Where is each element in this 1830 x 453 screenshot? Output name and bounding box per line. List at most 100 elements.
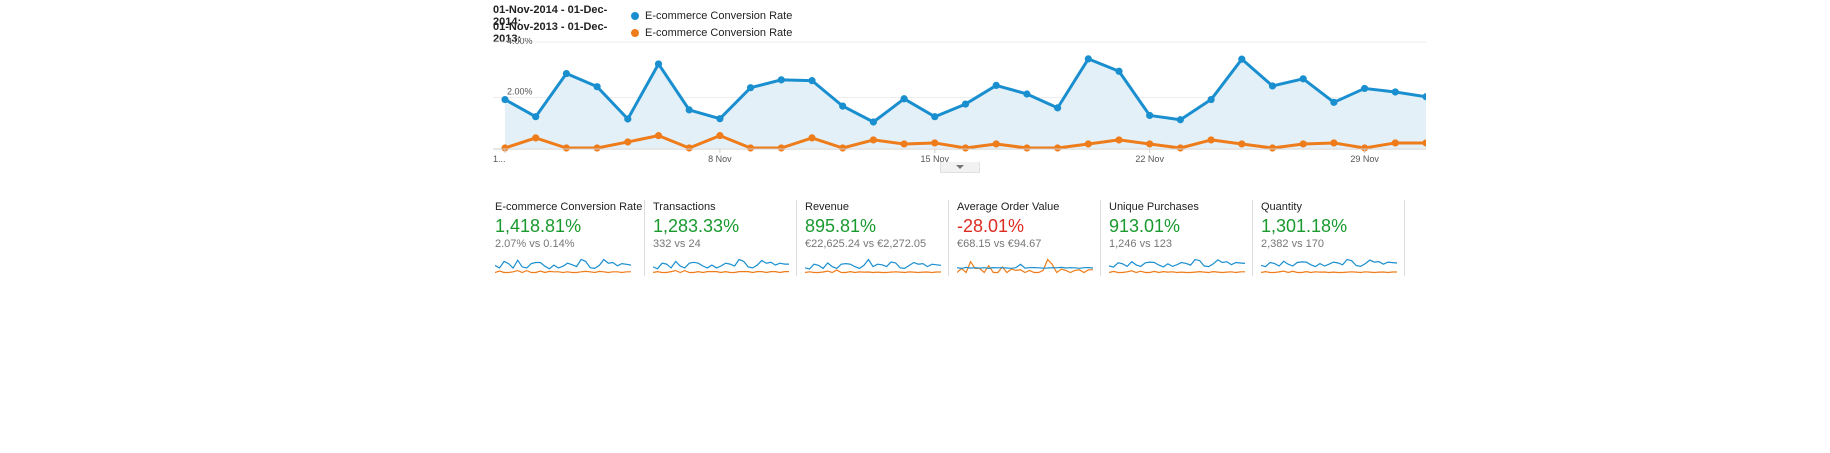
sparkline-previous [957, 258, 1093, 274]
data-point [1084, 55, 1092, 63]
scorecard-sparkline [1261, 258, 1397, 274]
data-point [869, 118, 877, 126]
sparkline-previous [495, 269, 631, 274]
data-point [716, 115, 724, 123]
chevron-down-icon [956, 165, 964, 169]
data-point [1268, 82, 1277, 90]
scorecard-change: -28.01% [957, 216, 1025, 236]
scorecard-change: 1,418.81% [495, 216, 582, 236]
scorecard-sparkline [957, 258, 1093, 274]
data-point [562, 144, 570, 152]
sparkline-current [495, 258, 631, 270]
data-point [532, 113, 540, 121]
scorecard-change: 895.81% [805, 216, 877, 236]
sparkline-previous [805, 269, 941, 274]
data-point [1330, 139, 1338, 147]
data-point [777, 144, 785, 152]
scorecard-title: E-commerce Conversion Rate [495, 201, 643, 213]
data-point [931, 139, 939, 147]
scorecard-change: 1,301.18% [1261, 216, 1348, 236]
data-point [685, 144, 693, 152]
data-point [1054, 144, 1062, 152]
data-point [593, 83, 601, 91]
sparkline-current [1109, 258, 1245, 268]
chart-collapse-toggle[interactable] [940, 162, 980, 173]
data-point [992, 81, 1000, 90]
scorecard-quantity[interactable]: Quantity 1,301.18% 2,382 vs 170 [1253, 200, 1405, 276]
data-point [1115, 136, 1123, 144]
data-point [1299, 75, 1307, 83]
data-point [593, 144, 601, 152]
scorecard-comparison: 1,246 vs 123 [1109, 238, 1172, 250]
data-point [1146, 140, 1154, 148]
data-point [961, 144, 970, 152]
legend-row-previous: 01-Nov-2013 - 01-Dec-2013: E-commerce Co… [493, 21, 792, 45]
scorecard-sparkline [1109, 258, 1245, 274]
x-tick-label: 8 Nov [708, 154, 732, 164]
x-tick-label: 1... [493, 154, 506, 164]
data-point [1054, 104, 1062, 112]
data-point [532, 134, 540, 142]
data-point [839, 144, 847, 152]
series-area [505, 58, 1426, 148]
scorecard-title: Transactions [653, 201, 716, 213]
sparkline-previous [1261, 270, 1397, 274]
y-tick-label: 2.00% [507, 87, 533, 97]
data-point [1391, 139, 1399, 147]
data-point [961, 100, 970, 108]
data-point [1268, 144, 1277, 152]
sparkline-current [653, 258, 789, 270]
scorecard-comparison: 2,382 vs 170 [1261, 238, 1324, 250]
scorecard-average-order-value[interactable]: Average Order Value -28.01% €68.15 vs €9… [949, 200, 1101, 276]
scorecard-revenue[interactable]: Revenue 895.81% €22,625.24 vs €2,272.05 [797, 200, 949, 276]
data-point [1207, 95, 1215, 104]
scorecard-title: Unique Purchases [1109, 201, 1199, 213]
scorecard-title: Revenue [805, 201, 850, 213]
data-point [839, 102, 847, 110]
data-point [562, 69, 570, 78]
scorecard-comparison: €22,625.24 vs €2,272.05 [805, 238, 927, 250]
scorecard-change: 913.01% [1109, 216, 1181, 236]
data-point [1422, 93, 1426, 101]
scorecards-row: E-commerce Conversion Rate 1,418.81% 2.0… [493, 200, 1405, 276]
y-tick-label: 4.00% [507, 38, 533, 46]
data-point [1391, 88, 1399, 96]
data-point [501, 95, 509, 104]
conversion-rate-line-chart[interactable]: 4.00% 2.00% 1... 8 Nov 15 Nov 22 Nov 29 Nov [493, 38, 1426, 173]
data-point [654, 132, 663, 140]
data-point [501, 144, 509, 152]
sparkline-current [805, 258, 941, 270]
legend-metric-label[interactable]: E-commerce Conversion Rate [645, 10, 793, 22]
data-point [900, 95, 908, 103]
data-point [808, 77, 816, 85]
data-point [992, 140, 1000, 148]
data-point [808, 134, 816, 142]
data-point [1176, 116, 1184, 124]
data-point [1207, 136, 1215, 144]
scorecard-comparison: €68.15 vs €94.67 [957, 238, 1042, 250]
scorecard-title: Average Order Value [957, 201, 1060, 213]
legend-metric-label[interactable]: E-commerce Conversion Rate [645, 27, 793, 39]
data-point [1146, 111, 1154, 120]
data-point [1299, 140, 1307, 148]
scorecard-transactions[interactable]: Transactions 1,283.33% 332 vs 24 [645, 200, 797, 276]
scorecard-comparison: 332 vs 24 [653, 238, 701, 250]
scorecard-conversion-rate[interactable]: E-commerce Conversion Rate 1,418.81% 2.0… [493, 200, 645, 276]
data-point [1330, 98, 1338, 106]
data-point [1115, 67, 1123, 75]
legend-dot-icon [631, 29, 639, 37]
sparkline-current [1261, 258, 1397, 268]
data-point [654, 60, 663, 68]
scorecard-unique-purchases[interactable]: Unique Purchases 913.01% 1,246 vs 123 [1101, 200, 1253, 276]
data-point [1084, 140, 1092, 148]
data-point [1238, 55, 1246, 63]
sparkline-current [957, 263, 1093, 270]
x-tick-label: 29 Nov [1350, 154, 1379, 164]
data-point [1361, 144, 1369, 152]
scorecard-sparkline [653, 258, 789, 274]
data-point [931, 113, 939, 121]
data-point [1176, 144, 1184, 152]
legend-date-range: 01-Nov-2014 - 01-Dec-2014: [493, 4, 608, 28]
scorecard-sparkline [495, 258, 631, 274]
scorecard-change: 1,283.33% [653, 216, 740, 236]
